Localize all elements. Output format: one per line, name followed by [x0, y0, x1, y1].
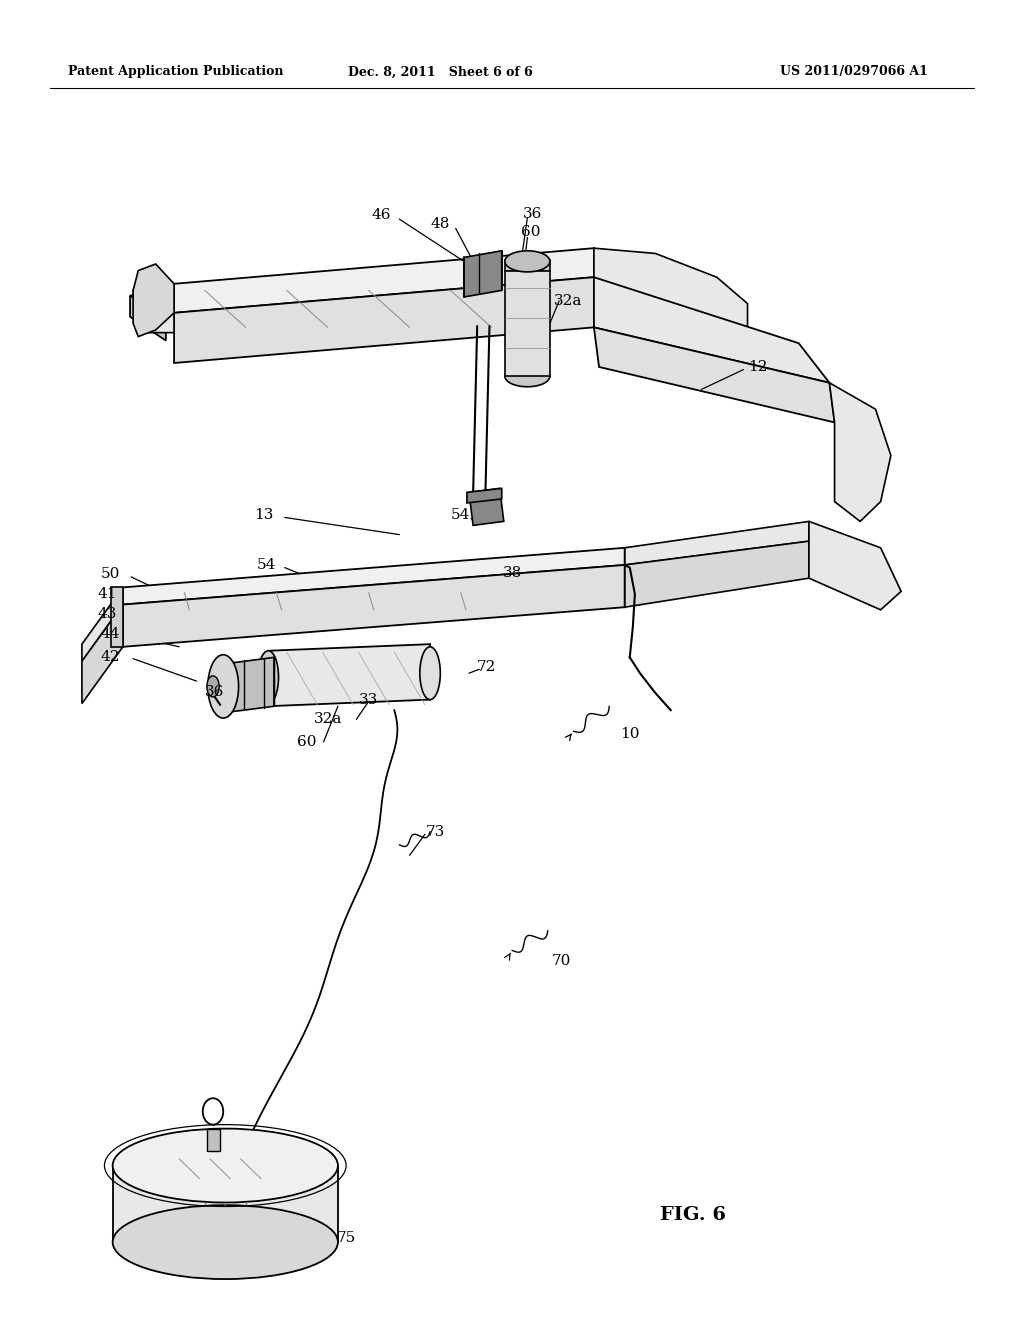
- Polygon shape: [130, 296, 166, 341]
- Polygon shape: [464, 251, 502, 297]
- Polygon shape: [594, 327, 835, 422]
- Polygon shape: [829, 383, 891, 521]
- Text: 42: 42: [100, 651, 121, 664]
- Polygon shape: [111, 587, 123, 647]
- Polygon shape: [130, 275, 585, 317]
- Text: 54: 54: [257, 558, 275, 572]
- Polygon shape: [223, 657, 274, 713]
- Text: 12: 12: [748, 360, 768, 374]
- Text: 44: 44: [100, 627, 121, 640]
- Polygon shape: [625, 521, 809, 565]
- Polygon shape: [123, 565, 625, 647]
- Polygon shape: [174, 248, 594, 313]
- Text: Patent Application Publication: Patent Application Publication: [68, 66, 284, 78]
- Polygon shape: [174, 277, 594, 363]
- Ellipse shape: [420, 647, 440, 700]
- Text: 60: 60: [520, 226, 541, 239]
- Ellipse shape: [208, 655, 239, 718]
- Ellipse shape: [505, 251, 550, 272]
- Text: 36: 36: [523, 207, 542, 220]
- Text: 32a: 32a: [313, 713, 342, 726]
- Text: 41: 41: [97, 587, 118, 601]
- Polygon shape: [467, 488, 502, 503]
- Text: 32a: 32a: [554, 294, 583, 308]
- Text: 36: 36: [206, 685, 224, 698]
- Text: US 2011/0297066 A1: US 2011/0297066 A1: [780, 66, 928, 78]
- Polygon shape: [594, 277, 829, 383]
- Ellipse shape: [505, 366, 550, 387]
- Text: 50: 50: [101, 568, 120, 581]
- Text: 46: 46: [371, 209, 391, 222]
- Polygon shape: [133, 264, 174, 337]
- Text: 13: 13: [255, 508, 273, 521]
- Polygon shape: [268, 644, 430, 706]
- Polygon shape: [123, 548, 625, 605]
- Polygon shape: [82, 587, 123, 661]
- Polygon shape: [113, 1166, 338, 1242]
- Polygon shape: [505, 260, 550, 271]
- Text: 54: 54: [452, 508, 470, 521]
- Text: 60: 60: [297, 735, 317, 748]
- Polygon shape: [809, 521, 901, 610]
- Polygon shape: [625, 541, 809, 607]
- Ellipse shape: [113, 1129, 338, 1203]
- Text: 75: 75: [337, 1232, 355, 1245]
- Text: 73: 73: [426, 825, 444, 838]
- Ellipse shape: [258, 651, 279, 704]
- Ellipse shape: [113, 1205, 338, 1279]
- Text: 70: 70: [552, 954, 570, 968]
- Polygon shape: [505, 271, 550, 376]
- Polygon shape: [130, 257, 577, 317]
- Text: Dec. 8, 2011   Sheet 6 of 6: Dec. 8, 2011 Sheet 6 of 6: [347, 66, 532, 78]
- Polygon shape: [594, 248, 748, 354]
- Text: 33: 33: [359, 693, 378, 706]
- Text: 38: 38: [503, 566, 521, 579]
- Polygon shape: [133, 284, 225, 333]
- Text: 72: 72: [477, 660, 496, 673]
- Polygon shape: [207, 1129, 220, 1151]
- Polygon shape: [469, 488, 504, 525]
- Text: 48: 48: [431, 218, 450, 231]
- Text: 43: 43: [98, 607, 117, 620]
- Text: FIG. 6: FIG. 6: [660, 1206, 726, 1224]
- Polygon shape: [82, 605, 123, 704]
- Ellipse shape: [207, 676, 219, 697]
- Text: 10: 10: [620, 727, 640, 741]
